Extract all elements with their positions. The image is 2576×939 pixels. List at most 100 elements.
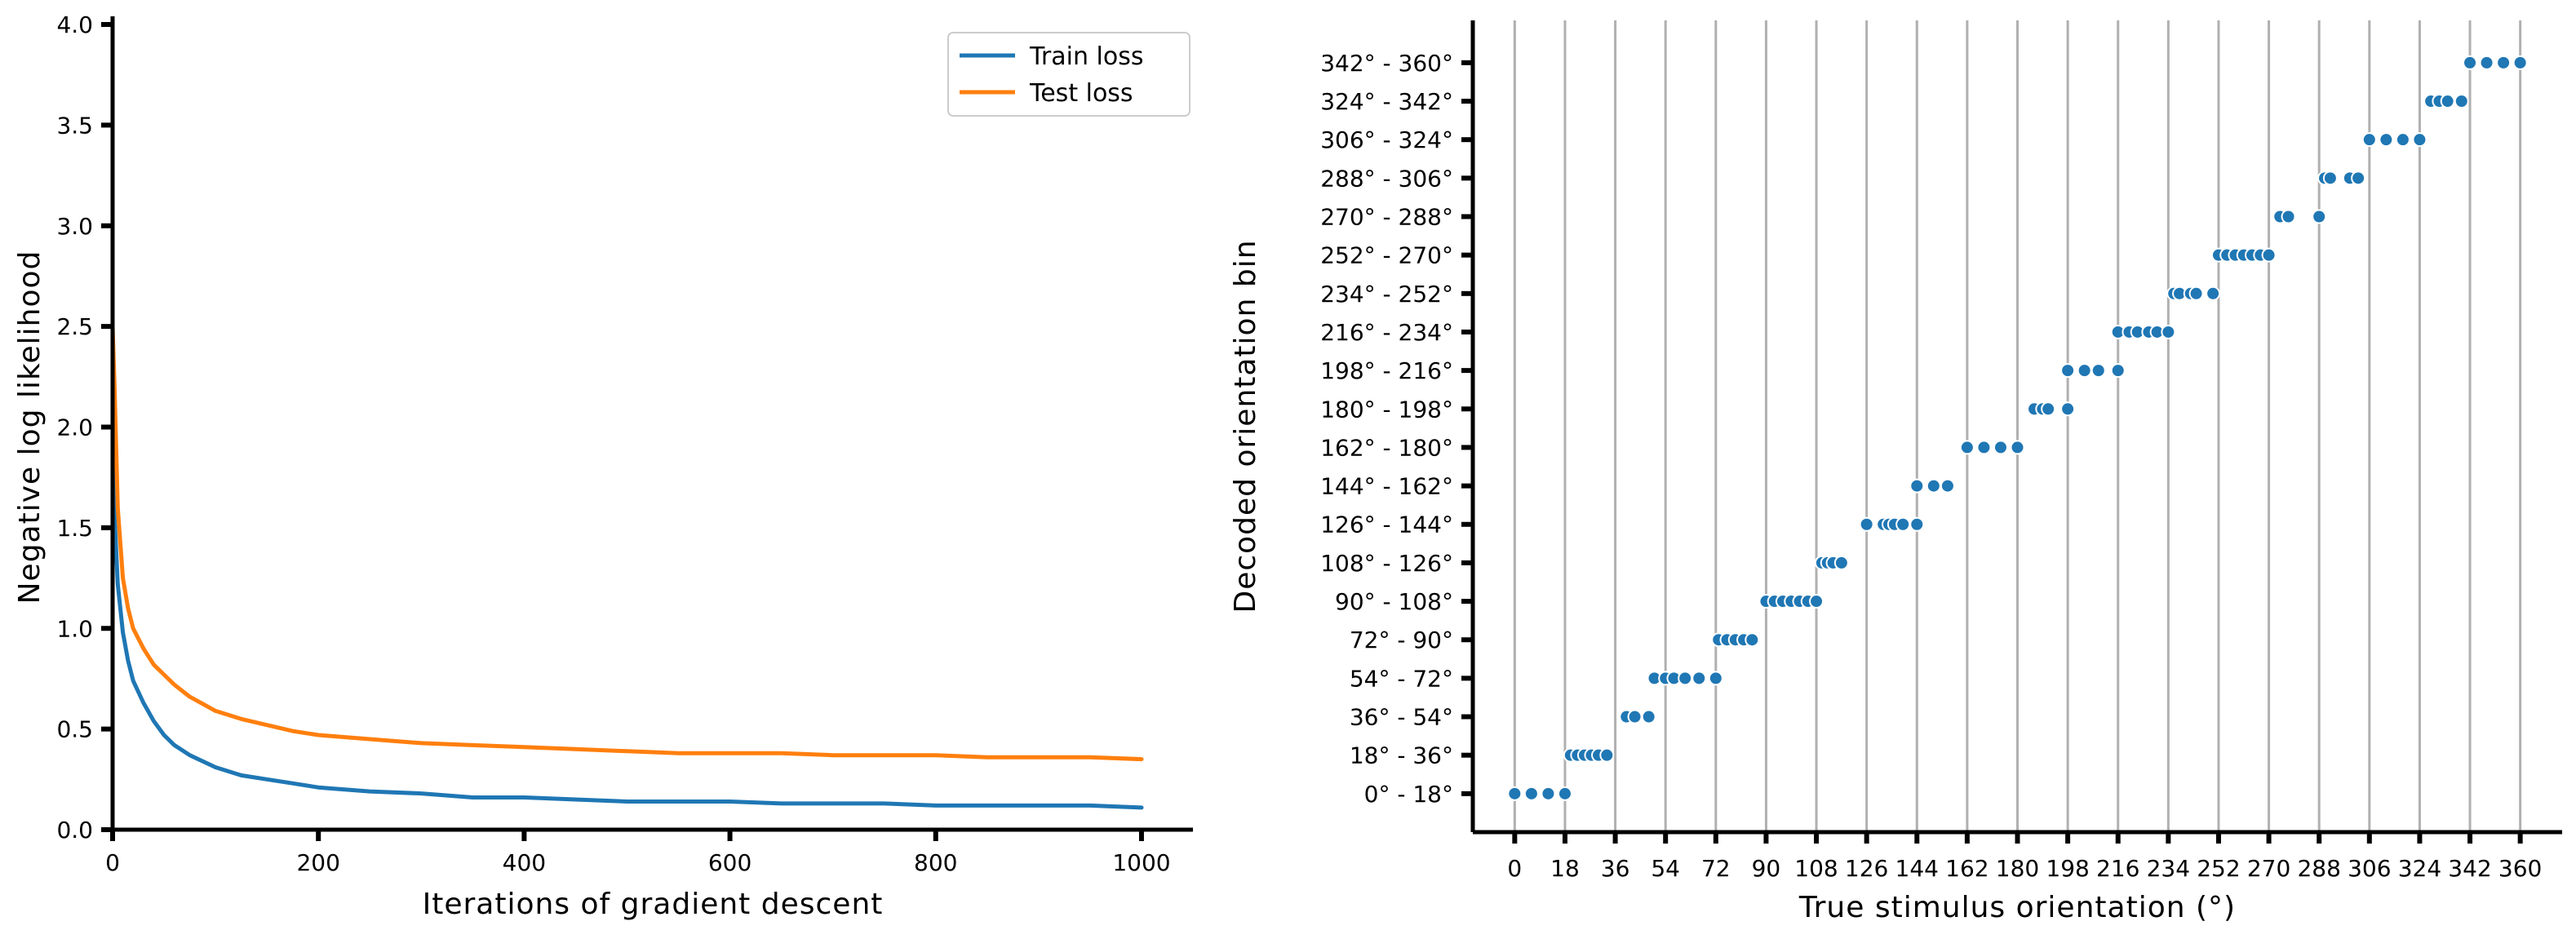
decode-x-tick-label: 0 [1507,855,1522,882]
decode-point [2110,363,2126,379]
legend-label-train: Train loss [1029,42,1143,71]
decode-y-tick-label: 18° - 36° [1350,742,1453,769]
decode-x-tick-label: 54 [1651,855,1680,882]
decode-y-tick-label: 144° - 162° [1320,473,1453,500]
loss-axes [110,16,1193,832]
decode-x-tick-label: 198 [2046,855,2089,882]
loss-curve-chart: 0 200 400 600 800 1000 0.0 0.5 1.0 1.5 2.0 2.5 3.0 3.… [13,11,1193,921]
loss-y-tick-label: 2.5 [56,313,93,340]
decode-y-tick-label: 90° - 108° [1335,588,1453,615]
loss-series-group [110,324,1144,810]
decoded-orientation-chart: 0 18 36 54 72 90 108 126 144 162 180 198 216 234 252 27… [1229,20,2562,924]
loss-x-tick-label: 400 [503,849,546,876]
decode-point [2379,132,2394,148]
decode-point [2060,363,2076,379]
decode-point [1708,671,1723,686]
decode-points-group [1507,55,2528,801]
decode-point [1809,594,1824,609]
loss-y-tick-label: 4.0 [56,11,93,38]
decode-point [1959,440,1975,455]
decode-point [2512,55,2528,70]
decode-point [1976,440,1992,455]
decode-x-tick-label: 18 [1550,855,1580,882]
decode-y-tick-label: 342° - 360° [1320,50,1453,77]
decode-point [1940,478,1955,494]
decode-x-tick-label: 360 [2498,855,2542,882]
decode-point [2010,440,2025,455]
decode-point [2496,55,2512,70]
decode-y-tick-label: 180° - 198° [1320,396,1453,423]
decode-point [2188,286,2204,301]
decode-x-tick-label: 216 [2096,855,2139,882]
decode-point [2440,94,2455,109]
decode-x-tick-label: 144 [1895,855,1939,882]
decode-point [1833,555,1849,570]
decode-point [1541,786,1556,801]
decode-x-tick-label: 126 [1845,855,1888,882]
loss-ticks: 0 200 400 600 800 1000 0.0 0.5 1.0 1.5 2.0 2.5 3.0 3.… [56,11,1170,876]
loss-y-tick-label: 3.0 [56,213,93,240]
loss-x-axis-label: Iterations of gradient descent [423,888,884,921]
decode-point [1691,671,1707,686]
decode-point [2479,55,2494,70]
decode-y-tick-label: 270° - 288° [1320,203,1453,230]
decode-point [1507,786,1523,801]
decode-x-tick-label: 180 [1996,855,2039,882]
decode-y-tick-label: 36° - 54° [1350,704,1453,731]
decode-point [1895,516,1911,532]
decode-y-tick-label: 126° - 144° [1320,512,1453,538]
loss-x-tick-label: 1000 [1112,849,1170,876]
decode-y-tick-label: 108° - 126° [1320,550,1453,577]
decode-point [1523,786,1539,801]
decode-point [2060,401,2076,417]
decode-point [1627,709,1643,724]
decode-y-tick-label: 234° - 252° [1320,281,1453,308]
decode-x-tick-label: 324 [2398,855,2441,882]
decode-x-tick-label: 342 [2448,855,2491,882]
decode-point [2395,132,2410,148]
decode-point [1909,478,1925,494]
decode-y-tick-label: 198° - 216° [1320,357,1453,384]
decode-x-tick-label: 252 [2197,855,2240,882]
loss-legend: Train loss Test loss [947,32,1190,117]
decode-y-tick-label: 72° - 90° [1350,627,1453,653]
loss-y-tick-label: 0.0 [56,817,93,844]
decode-gridlines [1513,20,2522,832]
decode-x-tick-label: 288 [2297,855,2340,882]
decode-point [2351,171,2366,186]
decode-ticks: 0 18 36 54 72 90 108 126 144 162 180 198 216 234 252 27… [1320,50,2542,882]
decode-point [2077,363,2092,379]
decode-point [2261,247,2277,263]
decode-point [1599,747,1615,763]
legend-label-test: Test loss [1029,79,1133,108]
test-loss-line [110,324,1144,762]
decode-point [1641,709,1656,724]
decode-y-tick-label: 288° - 306° [1320,165,1453,192]
loss-x-tick-label: 600 [708,849,752,876]
decode-y-tick-label: 54° - 72° [1350,665,1453,692]
decode-y-tick-label: 216° - 234° [1320,319,1453,346]
decode-point [2412,132,2427,148]
decode-x-axis-label: True stimulus orientation (°) [1798,891,2236,924]
decode-point [1859,516,1874,532]
loss-y-tick-label: 1.5 [56,515,93,542]
decode-point [2361,132,2377,148]
loss-y-tick-label: 0.5 [56,716,93,743]
decode-point [1909,516,1925,532]
decode-point [1993,440,2008,455]
loss-y-tick-label: 1.0 [56,615,93,642]
decode-y-axis-label: Decoded orientation bin [1229,239,1262,613]
decode-point [2454,94,2469,109]
decode-x-tick-label: 234 [2147,855,2190,882]
decode-y-tick-label: 252° - 270° [1320,242,1453,269]
decode-point [2091,363,2106,379]
decode-x-tick-label: 306 [2348,855,2391,882]
loss-x-tick-label: 800 [914,849,957,876]
decode-point [2161,324,2176,339]
decode-point [2463,55,2478,70]
decode-point [2322,171,2338,186]
train-loss-line [110,414,1144,810]
loss-y-tick-label: 3.5 [56,112,93,139]
decode-point [2312,209,2327,224]
